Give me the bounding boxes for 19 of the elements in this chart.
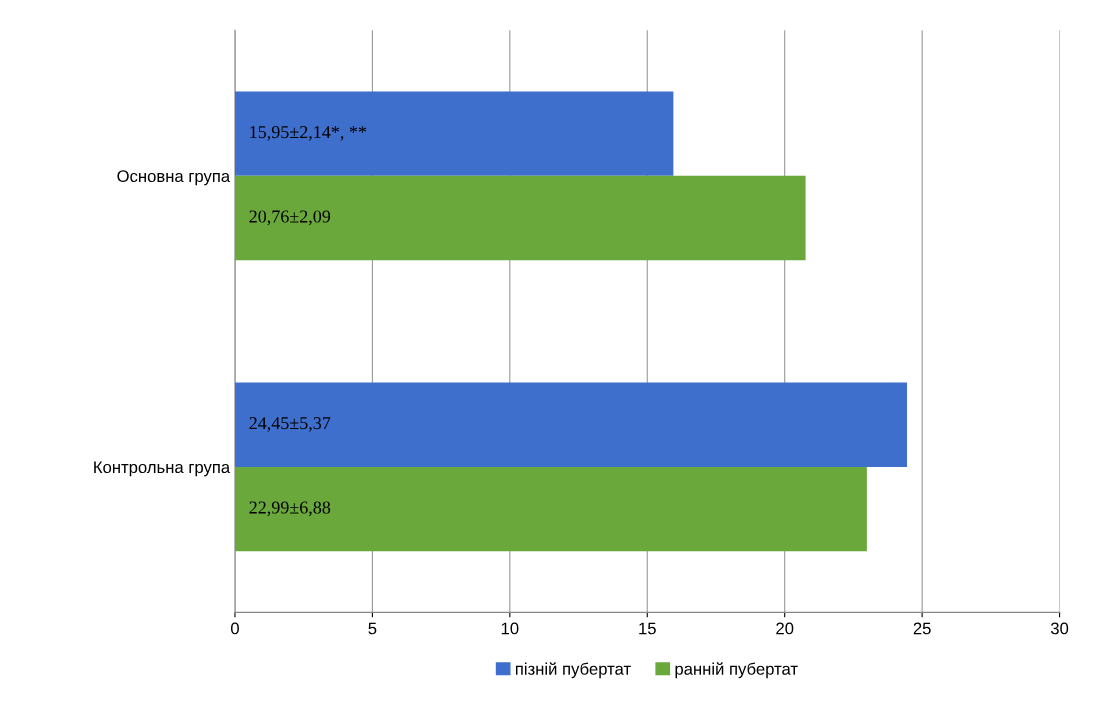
bar	[234, 466, 867, 552]
x-tick-label: 30	[1050, 622, 1069, 635]
bar	[234, 175, 806, 261]
legend-label: пізній пубертат	[515, 662, 631, 679]
x-tick-label: 15	[639, 622, 656, 635]
data-label: 22,99±6,88	[249, 501, 331, 517]
data-label: 15,95±2,14*, **	[250, 126, 367, 141]
bar	[234, 382, 908, 467]
x-tick-label: 0	[230, 622, 239, 635]
x-tick-label: 20	[776, 622, 794, 635]
legend-label: ранній пубертат	[675, 662, 798, 679]
x-tick-label: 10	[501, 622, 519, 635]
x-tick-label: 25	[913, 622, 931, 635]
data-label: 20,76±2,09	[249, 210, 331, 226]
x-tick-label: 5	[368, 622, 377, 635]
y-tick-label: Контрольна група	[94, 461, 231, 477]
data-label: 24,45±5,37	[249, 417, 331, 432]
bar	[234, 91, 674, 176]
y-tick-label: Основна група	[117, 170, 231, 186]
